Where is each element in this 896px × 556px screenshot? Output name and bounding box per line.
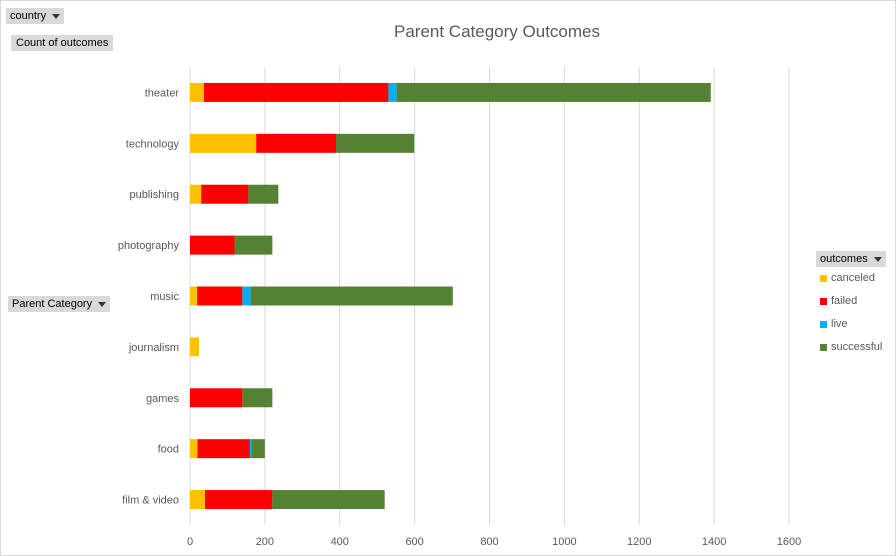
y-tick-label: publishing: [129, 189, 179, 201]
values-field-tag: Count of outcomes: [11, 35, 114, 51]
x-tick-label: 400: [331, 536, 349, 548]
bar-canceled: [190, 337, 199, 357]
x-tick-label: 1000: [552, 536, 576, 548]
bar-canceled: [190, 490, 205, 510]
bar-failed: [203, 82, 389, 102]
bar-failed: [197, 286, 243, 306]
bar-canceled: [190, 82, 204, 102]
legend-label: failed: [831, 295, 858, 307]
x-tick-label: 1400: [702, 536, 726, 548]
bar-canceled: [190, 439, 198, 459]
legend-item-successful: successful: [820, 341, 882, 353]
y-axis-ticks: theater technology publishing photography mu…: [118, 87, 180, 506]
legend-swatch: [820, 274, 827, 282]
legend-swatch: [820, 297, 827, 305]
outcomes-filter-button[interactable]: outcomes: [816, 251, 886, 267]
x-tick-label: 1200: [627, 536, 651, 548]
x-tick-label: 0: [187, 536, 193, 548]
legend-label: canceled: [831, 272, 876, 284]
country-filter-button[interactable]: country: [6, 8, 65, 24]
legend-label: successful: [831, 341, 883, 353]
chevron-down-icon: [52, 13, 61, 19]
bar-canceled: [190, 286, 198, 306]
bar-successful: [336, 133, 415, 153]
legend-swatch: [820, 320, 827, 328]
bar-successful: [248, 184, 279, 204]
bar-failed: [204, 490, 273, 510]
chart-title: Parent Category Outcomes: [394, 22, 600, 41]
bar-successful: [272, 490, 385, 510]
outcomes-filter-label: outcomes: [820, 253, 868, 265]
y-tick-label: film & video: [122, 495, 179, 507]
country-filter-label: country: [10, 10, 47, 22]
y-tick-label: music: [150, 291, 179, 303]
y-tick-label: theater: [145, 87, 180, 99]
chevron-down-icon: [873, 256, 882, 262]
bar-canceled: [190, 133, 257, 153]
legend-swatch: [820, 343, 827, 351]
bar-failed: [201, 184, 249, 204]
parent-category-filter-button[interactable]: Parent Category: [8, 296, 111, 312]
bar-successful: [396, 82, 711, 102]
y-tick-label: food: [158, 444, 179, 456]
y-tick-label: photography: [118, 240, 180, 252]
legend-label: live: [831, 318, 848, 330]
legend-item-live: live: [820, 318, 848, 330]
bar-successful: [234, 235, 273, 255]
x-tick-label: 1600: [777, 536, 801, 548]
x-tick-label: 600: [405, 536, 423, 548]
bar-live: [388, 82, 397, 102]
chevron-down-icon: [98, 301, 107, 307]
x-tick-label: 800: [480, 536, 498, 548]
bar-live: [242, 286, 251, 306]
bar-failed: [190, 388, 243, 408]
bars: [190, 82, 711, 510]
bar-failed: [197, 439, 250, 459]
bar-successful: [251, 439, 265, 459]
bar-live: [249, 439, 252, 459]
y-tick-label: journalism: [128, 342, 179, 354]
bar-successful: [250, 286, 453, 306]
parent-category-filter-label: Parent Category: [12, 298, 93, 310]
bar-canceled: [190, 184, 202, 204]
bar-successful: [242, 388, 273, 408]
bar-failed: [190, 235, 235, 255]
legend-item-failed: failed: [820, 295, 857, 307]
x-tick-label: 200: [256, 536, 274, 548]
y-tick-label: technology: [126, 138, 180, 150]
bar-failed: [256, 133, 337, 153]
y-tick-label: games: [146, 393, 180, 405]
x-axis-ticks: 0 200 400 600 800 1000 1200 1400 1600: [187, 536, 801, 548]
legend-item-canceled: canceled: [820, 272, 875, 284]
